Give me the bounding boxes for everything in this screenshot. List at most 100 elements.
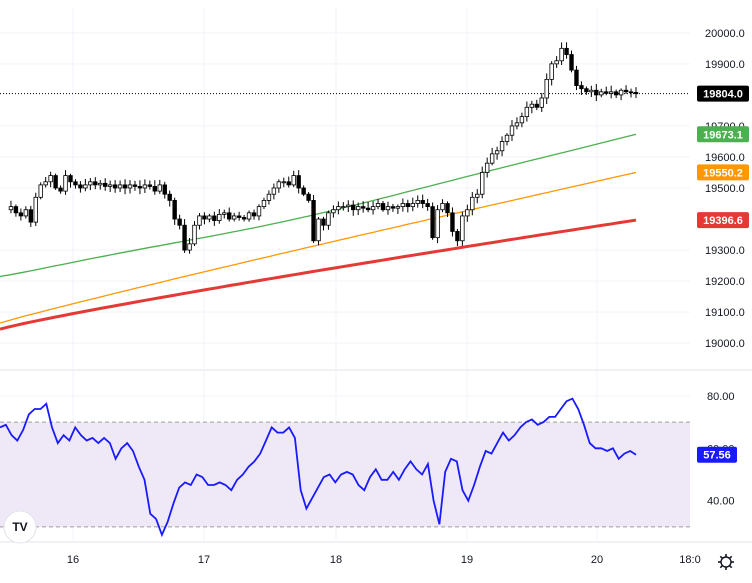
current-price-tag xyxy=(697,85,749,102)
candle-body xyxy=(524,106,530,118)
candle-body xyxy=(222,212,227,215)
candle-body xyxy=(623,89,629,93)
candles xyxy=(8,42,639,254)
candle-body xyxy=(599,91,604,96)
candle-body xyxy=(127,184,133,189)
candle-body xyxy=(202,215,207,220)
price-tag-label: 19673.1 xyxy=(703,129,743,141)
price-tag xyxy=(697,126,749,143)
rsi-band-fill xyxy=(0,422,690,527)
candle-body xyxy=(132,184,138,187)
candle-body xyxy=(480,172,485,195)
price-tick-label: 19500.0 xyxy=(705,183,745,195)
logo-text: TV xyxy=(12,520,27,534)
candle-body xyxy=(613,91,619,96)
candle-body xyxy=(311,200,316,242)
rsi-value-label: 57.56 xyxy=(703,450,731,462)
current-price-label: 19804.0 xyxy=(703,89,743,101)
price-tag xyxy=(697,212,749,229)
candle-body xyxy=(455,231,460,242)
rsi-band xyxy=(0,421,690,528)
candle-body xyxy=(316,218,321,242)
price-tag-label: 19550.2 xyxy=(703,167,743,179)
rsi-value-tag xyxy=(697,446,737,463)
candle-body xyxy=(608,91,614,94)
time-tick-label: 18:0 xyxy=(679,554,700,566)
candle-body xyxy=(286,181,291,186)
candle-body xyxy=(420,200,425,204)
candle-body xyxy=(68,175,73,183)
candle-body xyxy=(43,181,48,186)
candle-body xyxy=(117,184,123,189)
axes: 20000.019900.019700.019600.019500.019300… xyxy=(67,28,745,566)
candle-body xyxy=(584,88,589,93)
candle-body xyxy=(63,175,68,192)
candle-body xyxy=(197,215,202,226)
candle-body xyxy=(326,212,331,226)
candle-body xyxy=(504,134,510,142)
candle-body xyxy=(78,184,83,189)
candle-body xyxy=(251,212,257,217)
candle-body xyxy=(192,224,197,245)
candle-body xyxy=(18,212,24,217)
rsi-tick-label: 80.00 xyxy=(707,391,735,403)
candle-body xyxy=(291,175,296,186)
candle-body xyxy=(122,184,128,189)
candle-body xyxy=(425,203,430,208)
candle-body xyxy=(365,207,371,211)
candle-body xyxy=(494,150,500,155)
candle-body xyxy=(271,187,277,195)
candle-body xyxy=(301,187,306,195)
candle-body xyxy=(450,212,455,232)
candle-body xyxy=(172,200,177,220)
candle-body xyxy=(38,184,43,198)
candle-body xyxy=(569,54,574,71)
moving-average-line xyxy=(0,218,637,331)
candle-body xyxy=(604,91,609,94)
candle-body xyxy=(628,91,634,94)
candle-body xyxy=(137,186,143,189)
candle-body xyxy=(217,213,222,221)
price-tick-label: 20000.0 xyxy=(705,28,745,40)
candle-body xyxy=(554,60,559,65)
candle-body xyxy=(93,181,98,186)
candle-body xyxy=(162,184,167,195)
candle-body xyxy=(83,184,88,189)
candle-body xyxy=(360,206,366,209)
candle-body xyxy=(544,78,549,99)
time-tick-label: 18 xyxy=(330,554,342,566)
candle-body xyxy=(98,182,103,186)
candle-body xyxy=(88,181,93,186)
candle-body xyxy=(549,63,554,80)
candle-body xyxy=(73,181,78,186)
candle-body xyxy=(346,204,351,208)
tradingview-logo[interactable]: TV xyxy=(3,510,37,544)
candle-body xyxy=(589,89,594,93)
candle-body xyxy=(633,92,639,95)
candle-body xyxy=(187,243,192,251)
candle-body xyxy=(28,209,34,223)
candle-body xyxy=(152,186,158,192)
candle-body xyxy=(470,196,475,211)
candle-body xyxy=(142,184,148,189)
candle-body xyxy=(529,103,535,108)
candle-body xyxy=(256,206,262,217)
gear-icon[interactable] xyxy=(718,554,734,570)
candle-body xyxy=(266,193,272,201)
candle-body xyxy=(107,184,113,187)
candle-body xyxy=(157,184,162,192)
candle-body xyxy=(147,184,153,187)
candle-body xyxy=(276,181,282,189)
price-tick-label: 19300.0 xyxy=(705,245,745,257)
rsi-line xyxy=(0,397,637,538)
time-tick-label: 16 xyxy=(67,554,79,566)
candle-body xyxy=(236,215,242,218)
candle-body xyxy=(435,209,440,239)
moving-average-line xyxy=(0,171,637,324)
candle-body xyxy=(351,204,356,211)
candle-body xyxy=(564,47,569,55)
candle-body xyxy=(58,187,63,192)
candle-body xyxy=(484,162,490,173)
moving-average-line xyxy=(0,133,637,278)
